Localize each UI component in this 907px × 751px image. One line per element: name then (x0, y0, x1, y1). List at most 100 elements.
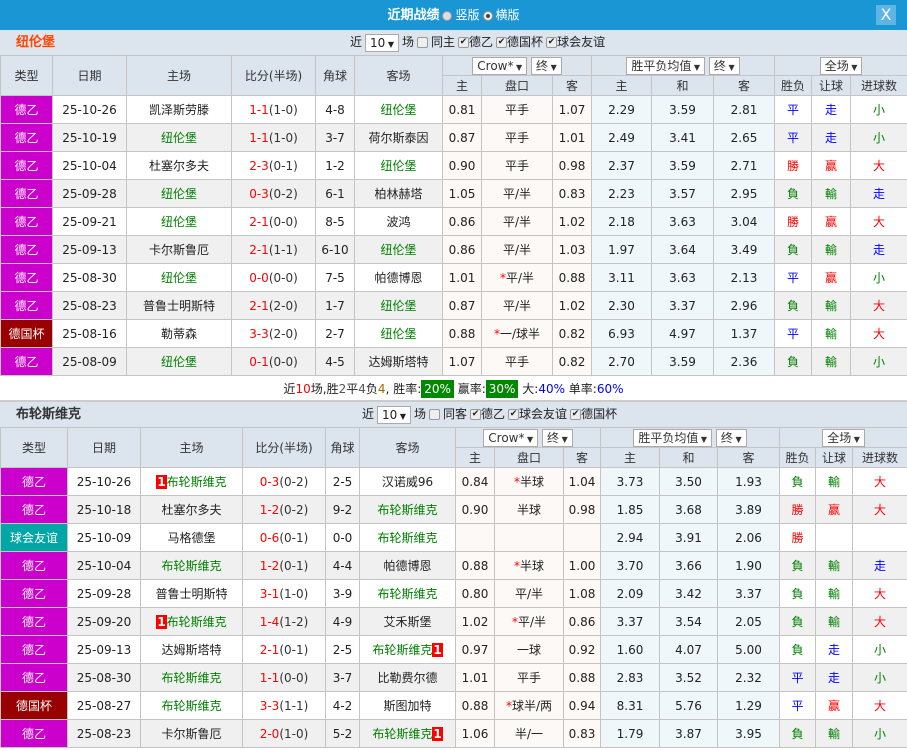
home-team-name[interactable]: 普鲁士明斯特 (142, 299, 215, 313)
away-team-name[interactable]: 布轮斯维克 (377, 587, 438, 601)
home-team-name[interactable]: 达姆斯塔特 (161, 643, 222, 657)
full-time-score: 3-3 (249, 326, 269, 341)
vertical-radio[interactable] (442, 10, 453, 21)
company-select[interactable]: Crow* (472, 56, 528, 75)
corners: 4-2 (325, 691, 360, 720)
away-team-name[interactable]: 斯图加特 (383, 699, 432, 713)
away-team-name[interactable]: 汉诺威96 (381, 475, 434, 489)
eu-away-odds: 2.65 (712, 123, 776, 152)
period-select[interactable]: 全场 (822, 428, 865, 447)
full-time-score: 2-0 (259, 726, 280, 741)
col-wl: 胜负 (774, 75, 813, 96)
same-venue-checkbox[interactable] (417, 37, 429, 48)
home-team-name[interactable]: 卡尔斯鲁厄 (148, 243, 209, 257)
home-cell: 纽伦堡 (126, 207, 232, 236)
handicap-line: 平手 (494, 663, 564, 692)
home-team-name[interactable]: 卡尔斯鲁厄 (161, 727, 222, 741)
score-cell: 1-1(1-0) (231, 123, 316, 152)
match-date: 25-08-23 (52, 291, 127, 320)
corners: 2-5 (325, 635, 360, 664)
handicap-home-odds (455, 523, 495, 552)
odds-time-select[interactable]: 终 (715, 428, 747, 447)
recent-label: 近 (362, 407, 375, 421)
home-team-name[interactable]: 普鲁士明斯特 (155, 587, 228, 601)
match-date: 25-09-28 (52, 179, 127, 208)
same-venue-checkbox[interactable] (429, 409, 441, 420)
handicap-value: 平手 (516, 671, 541, 685)
competition-checkbox[interactable]: ✔ (458, 37, 470, 48)
home-team-name[interactable]: 布轮斯维克 (161, 699, 222, 713)
competition-checkbox[interactable]: ✔ (546, 37, 558, 48)
eu-away-odds: 2.05 (716, 607, 781, 636)
corners: 3-9 (325, 579, 360, 608)
away-team-name[interactable]: 布轮斯维克 (372, 727, 433, 741)
home-team-name[interactable]: 布轮斯维克 (166, 475, 227, 489)
table-row: 德乙 25-08-23 卡尔斯鲁厄 2-0(1-0) 5-2 布轮斯维克1 1.… (0, 719, 907, 748)
score-cell: 2-1(0-0) (231, 207, 316, 236)
away-team-name[interactable]: 纽伦堡 (380, 327, 417, 341)
competition-checkbox[interactable]: ✔ (570, 409, 582, 420)
home-team-name[interactable]: 纽伦堡 (160, 215, 197, 229)
away-team-name[interactable]: 纽伦堡 (380, 159, 417, 173)
goals-result (852, 523, 907, 552)
away-team-name[interactable]: 布轮斯维克 (377, 531, 438, 545)
home-team-name[interactable]: 马格德堡 (167, 531, 216, 545)
eu-draw-odds: 3.59 (651, 151, 714, 180)
home-team-name[interactable]: 布轮斯维克 (166, 615, 227, 629)
eu-home-odds: 6.93 (591, 319, 652, 348)
period-select[interactable]: 全场 (819, 56, 863, 75)
competition-checkbox[interactable]: ✔ (508, 409, 520, 420)
eu-draw-odds: 3.87 (659, 719, 718, 748)
away-team-name[interactable]: 纽伦堡 (380, 243, 417, 257)
home-team-name[interactable]: 勒蒂森 (160, 327, 197, 341)
home-team-name[interactable]: 凯泽斯劳滕 (148, 103, 209, 117)
home-team-name[interactable]: 杜塞尔多夫 (161, 503, 222, 517)
eu-draw-odds: 4.07 (659, 635, 718, 664)
handicap-time-select[interactable]: 终 (542, 428, 573, 447)
away-team-name[interactable]: 帕德博恩 (374, 271, 423, 285)
home-team-name[interactable]: 纽伦堡 (160, 355, 197, 369)
handicap-time-select[interactable]: 终 (531, 56, 562, 75)
away-team-name[interactable]: 纽伦堡 (380, 103, 417, 117)
home-team-name[interactable]: 布轮斯维克 (161, 559, 222, 573)
away-team-name[interactable]: 纽伦堡 (380, 299, 417, 313)
table-row: 德乙 25-08-30 纽伦堡 0-0(0-0) 7-5 帕德博恩 1.01 *… (0, 263, 907, 292)
home-team-name[interactable]: 纽伦堡 (160, 187, 197, 201)
away-team-name[interactable]: 艾禾斯堡 (383, 615, 432, 629)
close-button[interactable]: X (876, 5, 896, 25)
home-team-name[interactable]: 杜塞尔多夫 (148, 159, 209, 173)
away-team-name[interactable]: 荷尔斯泰因 (368, 131, 429, 145)
away-team-name[interactable]: 比勒费尔德 (377, 671, 438, 685)
odds-type-select[interactable]: 胜平负均值 (626, 56, 706, 75)
horizontal-radio[interactable] (482, 10, 493, 21)
eu-draw-odds: 3.37 (651, 291, 714, 320)
home-team-name[interactable]: 纽伦堡 (160, 131, 197, 145)
match-result: 平 (774, 319, 813, 348)
handicap-line: 平/半 (481, 235, 553, 264)
away-team-name[interactable]: 柏林赫塔 (374, 187, 423, 201)
summary-text: 场,胜 (310, 382, 339, 396)
match-count-select[interactable]: 10 (365, 33, 399, 52)
company-select[interactable]: Crow* (483, 428, 539, 447)
competition-type: 德乙 (0, 607, 68, 636)
handicap-home-odds: 1.02 (455, 607, 495, 636)
away-team-name[interactable]: 布轮斯维克 (372, 643, 433, 657)
home-team-name[interactable]: 纽伦堡 (160, 271, 197, 285)
eu-draw-odds: 3.54 (659, 607, 718, 636)
odds-time-select[interactable]: 终 (708, 56, 740, 75)
match-date: 25-10-18 (67, 495, 141, 524)
away-team-name[interactable]: 布轮斯维克 (377, 503, 438, 517)
competition-checkbox[interactable]: ✔ (470, 409, 482, 420)
result-header: 全场 (774, 55, 907, 76)
summary-text: 平 (346, 382, 359, 396)
away-team-name[interactable]: 帕德博恩 (383, 559, 432, 573)
match-result: 平 (774, 123, 813, 152)
handicap-line: *平/半 (494, 607, 564, 636)
odds-type-select[interactable]: 胜平负均值 (633, 428, 713, 447)
away-team-name[interactable]: 达姆斯塔特 (368, 355, 429, 369)
competition-checkbox[interactable]: ✔ (496, 37, 508, 48)
home-team-name[interactable]: 布轮斯维克 (161, 671, 222, 685)
match-count-select[interactable]: 10 (377, 405, 411, 424)
away-team-name[interactable]: 波鸿 (386, 215, 411, 229)
